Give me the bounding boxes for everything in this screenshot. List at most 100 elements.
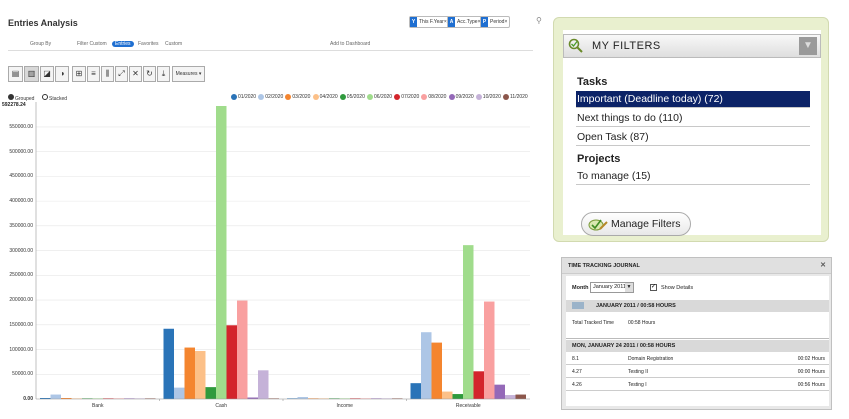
legend-item[interactable]: 04/2020 bbox=[312, 94, 338, 100]
table-view-button[interactable]: ▤ bbox=[8, 66, 23, 82]
bar[interactable] bbox=[61, 398, 72, 399]
bar[interactable] bbox=[463, 245, 474, 399]
legend-item[interactable]: 06/2020 bbox=[367, 94, 392, 100]
active-toggle[interactable]: Entries bbox=[112, 41, 134, 47]
bar[interactable] bbox=[494, 384, 506, 399]
group-by-dropdown[interactable]: Group By bbox=[30, 41, 52, 47]
legend-item[interactable]: 02/2020 bbox=[258, 94, 283, 100]
x-tick-label: Income bbox=[336, 403, 353, 409]
search-icon[interactable]: ⚲ bbox=[536, 16, 542, 25]
bar[interactable] bbox=[174, 387, 185, 399]
divider bbox=[566, 338, 829, 339]
bar[interactable] bbox=[505, 395, 516, 399]
bar[interactable] bbox=[431, 342, 443, 399]
bar[interactable] bbox=[184, 347, 196, 399]
filter-item-important[interactable]: Important (Deadline today) (72) bbox=[576, 91, 810, 108]
facet-label: This F.Year bbox=[419, 19, 444, 25]
expand-rows-button[interactable]: ⊞ bbox=[72, 66, 86, 82]
legend-item[interactable]: 09/2020 bbox=[448, 94, 474, 100]
facet-period[interactable]: P Period × bbox=[480, 16, 511, 28]
bar[interactable] bbox=[421, 332, 432, 399]
filter-dropdown[interactable]: Filter Custom bbox=[77, 41, 107, 47]
my-filters-body: MY FILTERS ▼ Tasks Important (Deadline t… bbox=[563, 30, 821, 236]
table-row[interactable]: 8.1 Domain Registration 00:02 Hours bbox=[566, 353, 829, 365]
expand-icon[interactable]: ⤢ bbox=[115, 66, 128, 82]
legend-swatch bbox=[421, 94, 428, 100]
refresh-icon[interactable]: ↻ bbox=[143, 66, 156, 82]
bar[interactable] bbox=[473, 371, 485, 399]
month-summary-band: JANUARY 2011 / 00:58 HOURS bbox=[566, 300, 829, 312]
y-tick-label: 100000.00 bbox=[9, 346, 33, 353]
bar[interactable] bbox=[410, 383, 422, 399]
y-tick-label: 250000.00 bbox=[9, 272, 33, 279]
y-tick-label: 300000.00 bbox=[9, 247, 33, 254]
show-details-checkbox[interactable]: ✓ bbox=[650, 284, 657, 291]
bar[interactable] bbox=[442, 391, 453, 399]
close-icon[interactable]: ✕ bbox=[820, 262, 826, 269]
y-tick-label: 350000.00 bbox=[9, 222, 33, 229]
my-filters-title: MY FILTERS bbox=[592, 40, 661, 52]
facet-label: Acc.Type bbox=[457, 19, 478, 25]
grouped-radio[interactable]: Grouped bbox=[8, 94, 34, 102]
month-select[interactable]: January 2011 ▼ bbox=[590, 282, 634, 293]
bar[interactable] bbox=[297, 397, 309, 399]
bar[interactable] bbox=[484, 301, 495, 399]
legend-label: 02/2020 bbox=[265, 94, 284, 100]
legend-swatch bbox=[448, 94, 455, 100]
measures-dropdown[interactable]: Measures ▾ bbox=[172, 66, 205, 82]
legend-item[interactable]: 01/2020 bbox=[231, 94, 256, 100]
list-button[interactable]: ≡ bbox=[87, 66, 100, 82]
pie-chart-button[interactable]: ◑ bbox=[55, 66, 69, 82]
y-tick-label: 550000.00 bbox=[9, 123, 33, 130]
my-filters-header: MY FILTERS ▼ bbox=[563, 34, 821, 58]
bar[interactable] bbox=[237, 300, 248, 399]
bar[interactable] bbox=[40, 398, 51, 399]
filter-item-open-task[interactable]: Open Task (87) bbox=[576, 129, 810, 146]
collapse-arrow-icon[interactable]: ▼ bbox=[799, 37, 817, 55]
y-tick-label: 150000.00 bbox=[9, 321, 33, 328]
bar[interactable] bbox=[452, 394, 464, 399]
legend-item[interactable]: 11/2020 bbox=[503, 94, 528, 100]
legend-label: 01/2020 bbox=[238, 94, 257, 100]
filter-item-to-manage[interactable]: To manage (15) bbox=[576, 168, 810, 185]
table-row[interactable]: 4.26 Testing I 00:56 Hours bbox=[566, 379, 829, 391]
download-icon[interactable]: ⤓ bbox=[157, 66, 170, 82]
x-tick-label: Bank bbox=[92, 403, 104, 409]
legend-label: 05/2020 bbox=[346, 94, 365, 100]
bar[interactable] bbox=[258, 370, 269, 399]
legend-swatch bbox=[394, 94, 401, 100]
legend-item[interactable]: 05/2020 bbox=[339, 94, 365, 100]
legend-item[interactable]: 03/2020 bbox=[285, 94, 310, 100]
bar-chart-button[interactable]: ▥ bbox=[24, 66, 39, 82]
legend-label: 11/2020 bbox=[510, 94, 528, 100]
line-chart-button[interactable]: ◪ bbox=[40, 66, 54, 82]
columns-button[interactable]: ⫼ bbox=[101, 66, 114, 82]
bar[interactable] bbox=[195, 351, 206, 399]
entries-bar-chart bbox=[35, 102, 530, 401]
bar[interactable] bbox=[216, 106, 227, 399]
facet-fiscal-year[interactable]: Y This F.Year × bbox=[409, 16, 450, 28]
table-row[interactable]: 4.27 Testing II 00:00 Hours bbox=[566, 366, 829, 378]
custom-dropdown[interactable]: Custom bbox=[165, 41, 183, 47]
bar[interactable] bbox=[50, 394, 62, 399]
filter-item-next-things[interactable]: Next things to do (110) bbox=[576, 110, 810, 127]
manage-filters-button[interactable]: Manage Filters bbox=[581, 212, 691, 236]
bar[interactable] bbox=[247, 397, 259, 399]
legend-item[interactable]: 10/2020 bbox=[475, 94, 501, 100]
stacked-radio[interactable]: Stacked bbox=[42, 94, 67, 102]
magnifier-check-icon bbox=[568, 38, 583, 53]
favorites-dropdown[interactable]: Favorites bbox=[138, 41, 159, 47]
tasks-heading: Tasks bbox=[577, 76, 608, 88]
bar[interactable] bbox=[163, 328, 175, 399]
add-to-dashboard-link[interactable]: Add to Dashboard bbox=[330, 41, 371, 47]
y-tick-label: 400000.00 bbox=[9, 198, 33, 205]
collapse-icon[interactable]: ✕ bbox=[129, 66, 142, 82]
time-tracking-title: TIME TRACKING JOURNAL bbox=[568, 263, 640, 269]
bar[interactable] bbox=[515, 394, 527, 399]
legend-item[interactable]: 07/2020 bbox=[394, 94, 419, 100]
legend-item[interactable]: 08/2020 bbox=[421, 94, 446, 100]
bar[interactable] bbox=[226, 325, 238, 399]
facet-account-type[interactable]: A Acc.Type × bbox=[447, 16, 484, 28]
bar[interactable] bbox=[205, 387, 217, 399]
legend-label: 03/2020 bbox=[292, 94, 311, 100]
